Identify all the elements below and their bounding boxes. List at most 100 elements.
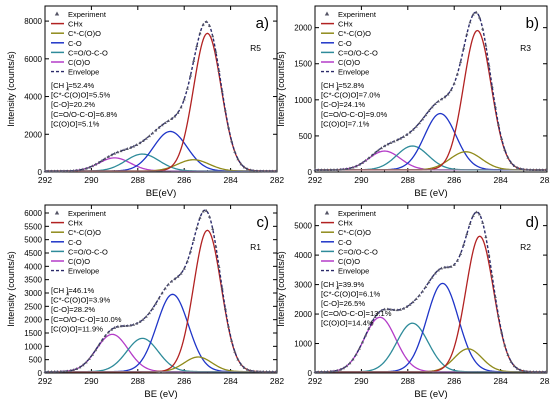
experiment-point [440, 97, 444, 101]
legend-label: C=O/O-C-O [68, 247, 108, 256]
experiment-point [75, 367, 79, 370]
sample-label: R3 [520, 43, 531, 53]
experiment-point [531, 370, 535, 373]
experiment-point [522, 369, 526, 373]
x-tick-label: 286 [447, 175, 461, 185]
experiment-point [192, 238, 196, 241]
legend-label: CHx [68, 219, 83, 228]
experiment-point [487, 63, 491, 67]
legend-label: C*-C(O)O [68, 29, 101, 38]
experiment-point [59, 169, 63, 173]
experiment-point [500, 137, 504, 140]
experiment-point [144, 136, 148, 140]
experiment-point [182, 266, 186, 270]
experiment-point [493, 105, 497, 108]
experiment-point [503, 148, 507, 151]
experiment-point [481, 221, 485, 224]
experiment-point [109, 153, 113, 157]
experiment-point [496, 122, 500, 126]
y-tick-label: 1000 [294, 96, 312, 105]
experiment-point [436, 99, 440, 103]
experiment-point [255, 169, 259, 173]
legend-label: C(O)O [68, 58, 90, 67]
composition-line: [CH ]=52.8% [321, 81, 365, 90]
experiment-point [462, 242, 466, 246]
experiment-point [113, 326, 117, 329]
x-tick-label: 282 [270, 175, 284, 185]
experiment-point [348, 361, 352, 365]
composition-line: [C=O/O-C-O]=13.1% [321, 309, 392, 318]
composition-line: [C=O/O-C-O]=6.8% [51, 110, 118, 119]
experiment-point [97, 343, 101, 347]
experiment-point [373, 315, 377, 319]
legend-marker-experiment [54, 11, 60, 16]
experiment-point [515, 366, 519, 370]
experiment-point [258, 169, 262, 173]
experiment-point [217, 265, 221, 268]
experiment-point [433, 271, 437, 275]
experiment-point [500, 330, 504, 334]
legend-label: C*-C(O)O [338, 29, 371, 38]
experiment-point [230, 139, 234, 143]
experiment-point [62, 169, 66, 173]
experiment-point [332, 369, 336, 373]
experiment-point [345, 364, 349, 368]
legend-label: C-O [68, 39, 82, 48]
experiment-point [459, 252, 463, 255]
experiment-point [166, 119, 170, 123]
experiment-point [417, 293, 421, 297]
experiment-point [326, 369, 330, 373]
experiment-point [411, 300, 415, 304]
experiment-point [455, 72, 459, 76]
legend-marker-experiment [324, 11, 330, 16]
experiment-point [65, 169, 69, 173]
experiment-point [354, 352, 358, 356]
panel-label: d) [526, 214, 539, 231]
y-tick-label: 6000 [24, 55, 42, 64]
experiment-point [87, 357, 91, 360]
experiment-point [163, 286, 167, 290]
experiment-point [452, 263, 456, 266]
experiment-point [233, 149, 237, 153]
composition-line: [C(O)O]=11.9% [51, 324, 103, 333]
experiment-point [109, 327, 113, 331]
experiment-point [421, 117, 425, 121]
experiment-point [493, 295, 497, 298]
experiment-point [446, 265, 450, 269]
experiment-point [506, 155, 510, 159]
experiment-point [379, 146, 383, 150]
legend-label: C*-C(O)O [338, 228, 371, 237]
experiment-point [370, 320, 374, 324]
experiment-point [465, 232, 469, 236]
experiment-point [160, 291, 164, 295]
legend-marker-experiment [324, 210, 330, 215]
experiment-point [245, 167, 249, 171]
legend-label: Experiment [68, 209, 107, 218]
experiment-point [392, 139, 396, 143]
composition-line: [C-O]=26.5% [321, 299, 365, 308]
x-tick-label: 290 [84, 376, 98, 386]
component-curve-c-o-o-c-o [315, 322, 547, 373]
experiment-point [226, 324, 230, 328]
y-axis-label: Intensity (counts/s) [276, 51, 286, 127]
experiment-point [138, 141, 142, 145]
experiment-point [531, 168, 535, 171]
experiment-point [357, 346, 361, 350]
experiment-point [125, 324, 129, 327]
experiment-point [46, 169, 50, 173]
experiment-point [338, 367, 342, 371]
experiment-point [90, 352, 94, 356]
legend-label: CHx [338, 20, 353, 29]
experiment-point [211, 227, 215, 231]
experiment-point [398, 307, 402, 311]
experiment-point [484, 235, 488, 239]
experiment-point [264, 169, 268, 173]
experiment-point [84, 166, 88, 170]
legend-label: CHx [338, 219, 353, 228]
experiment-point [515, 166, 519, 169]
experiment-point [204, 20, 208, 23]
composition-line: [C(O)O]=7.1% [321, 119, 370, 128]
experiment-point [71, 169, 75, 172]
experiment-point [261, 169, 265, 173]
experiment-point [484, 43, 488, 47]
